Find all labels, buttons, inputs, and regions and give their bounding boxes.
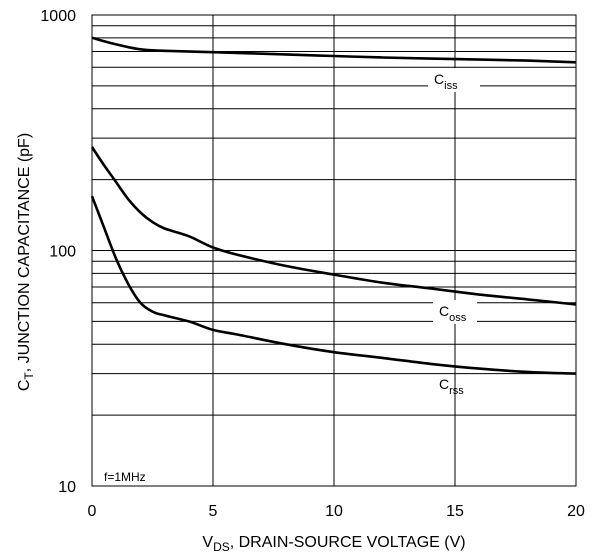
coss-label-main: C bbox=[439, 303, 449, 319]
label-coss: Coss bbox=[433, 300, 477, 324]
series-curves bbox=[90, 36, 577, 375]
x-tick-label: 0 bbox=[88, 503, 97, 520]
x-tick-label: 15 bbox=[446, 503, 464, 520]
coss-label-sub: oss bbox=[449, 312, 467, 324]
y-tick-labels: 10 100 1000 bbox=[40, 8, 76, 496]
svg-text:Crss: Crss bbox=[439, 376, 464, 397]
crss-label-main: C bbox=[439, 376, 449, 392]
x-axis-label: VDS, DRAIN-SOURCE VOLTAGE (V) bbox=[202, 534, 465, 554]
frequency-annotation: f=1MHz bbox=[100, 467, 166, 485]
y-tick-label: 10 bbox=[58, 479, 76, 496]
ciss-label-main: C bbox=[434, 71, 444, 87]
crss-curve bbox=[90, 195, 577, 375]
y-axis-label: CT, JUNCTION CAPACITANCE (pF) bbox=[16, 133, 36, 391]
grid-lines bbox=[91, 15, 577, 487]
y-tick-label: 1000 bbox=[40, 8, 76, 25]
coss-curve bbox=[90, 146, 577, 306]
x-tick-label: 5 bbox=[209, 503, 218, 520]
label-crss: Crss bbox=[439, 376, 464, 397]
svg-text:Coss: Coss bbox=[439, 303, 467, 324]
ciss-curve bbox=[91, 36, 577, 64]
label-ciss: Ciss bbox=[428, 68, 480, 92]
x-tick-label: 10 bbox=[325, 503, 343, 520]
x-tick-label: 20 bbox=[567, 503, 585, 520]
frequency-text: f=1MHz bbox=[104, 470, 146, 484]
x-tick-labels: 0 5 10 15 20 bbox=[88, 503, 585, 520]
crss-label-sub: rss bbox=[449, 385, 464, 397]
svg-text:Ciss: Ciss bbox=[434, 71, 458, 92]
ciss-label-sub: iss bbox=[444, 80, 458, 92]
y-tick-label: 100 bbox=[49, 244, 76, 261]
plot-frame bbox=[91, 14, 577, 487]
